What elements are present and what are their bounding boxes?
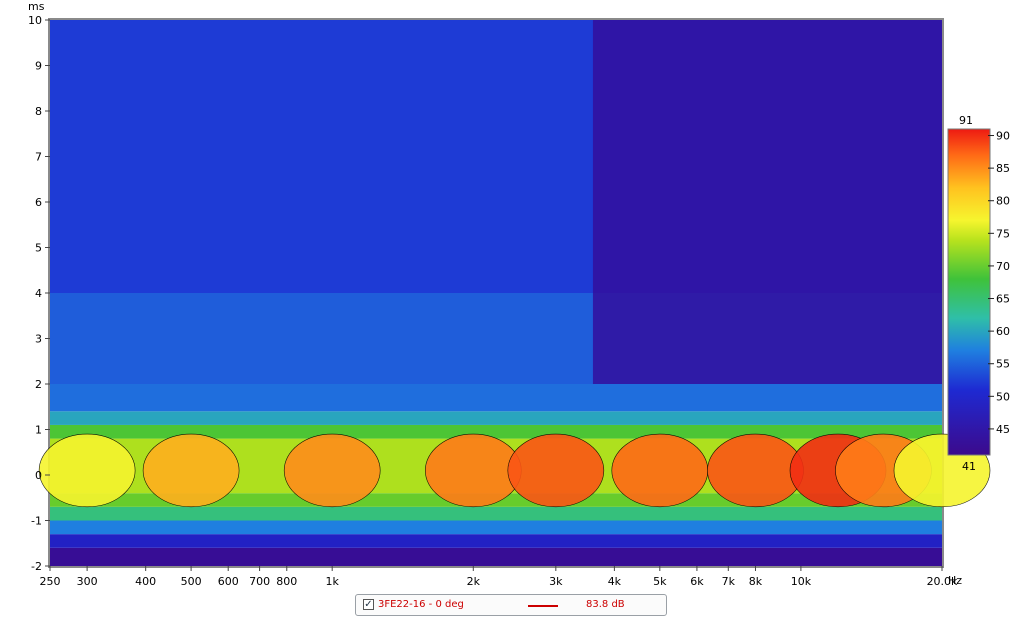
y-tick-label: 6	[35, 196, 42, 209]
series-visibility-checkbox[interactable]: ✓	[363, 599, 374, 610]
ridge-peak	[507, 433, 605, 508]
y-tick-label: 2	[35, 378, 42, 391]
legend-series-value: 83.8 dB	[586, 599, 625, 610]
x-tick-label: 8k	[749, 575, 763, 588]
decay-band	[50, 534, 942, 548]
ridge-peak	[283, 433, 381, 508]
late-decay-region	[592, 20, 942, 384]
y-tick-label: 3	[35, 333, 42, 346]
x-tick-label: 1k	[326, 575, 340, 588]
x-tick-label: 4k	[608, 575, 622, 588]
ridge-peak	[707, 433, 804, 508]
colorbar-ticks: 90 85 80 75 70 65 60 55 50 45	[988, 130, 1010, 436]
x-tick-label: 3k	[549, 575, 563, 588]
y-tick-label: 4	[35, 287, 42, 300]
decay-band	[50, 520, 942, 535]
y-axis-unit: ms	[28, 0, 45, 13]
decay-band	[50, 411, 942, 425]
colorbar-tick-label: 80	[996, 195, 1010, 208]
colorbar	[947, 128, 991, 456]
decay-band	[50, 384, 942, 412]
decay-band	[50, 424, 942, 439]
legend-series-line	[528, 605, 558, 607]
x-tick-label: 2k	[467, 575, 481, 588]
colorbar-tick-label: 55	[996, 358, 1010, 371]
x-axis-unit: Hz	[948, 574, 962, 587]
y-axis-ticks: -2 -1 0 1 2 3 4 5 6 7 8 9 10	[28, 14, 50, 573]
colorbar-max-label: 91	[959, 114, 973, 127]
legend-series-name: 3FE22-16 - 0 deg	[378, 599, 464, 610]
colorbar-tick-label: 85	[996, 162, 1010, 175]
colorbar-tick-label: 75	[996, 227, 1010, 240]
colorbar-tick-label: 90	[996, 130, 1010, 143]
colorbar-tick-label: 50	[996, 390, 1010, 403]
x-tick-label: 20.0k	[927, 575, 958, 588]
colorbar-tick-label: 45	[996, 423, 1010, 436]
x-tick-label: 250	[40, 575, 61, 588]
legend: ✓ 3FE22-16 - 0 deg 83.8 dB	[355, 594, 667, 616]
y-tick-label: 9	[35, 60, 42, 73]
decay-band	[50, 506, 942, 521]
x-tick-label: 400	[135, 575, 156, 588]
x-tick-label: 700	[249, 575, 270, 588]
y-tick-label: 8	[35, 105, 42, 118]
y-tick-label: 5	[35, 242, 42, 255]
colorbar-tick-label: 60	[996, 325, 1010, 338]
y-tick-label: 0	[35, 469, 42, 482]
x-tick-label: 600	[218, 575, 239, 588]
x-tick-label: 10k	[791, 575, 812, 588]
x-axis-ticks: 250 300 400 500 600 700 800 1k 2k 3k 4k 5k 6k 7k 8k 10k…	[40, 566, 958, 588]
decay-chart: 250 300 400 500 600 700 800 1k 2k 3k 4k 5k 6k 7k 8k 10k…	[28, 0, 1010, 588]
ridge-peak	[611, 433, 709, 508]
y-tick-label: 7	[35, 151, 42, 164]
y-tick-label: 10	[28, 14, 42, 27]
ridge-peaks	[38, 433, 991, 508]
ridge-peak	[142, 433, 240, 508]
decay-band	[50, 547, 942, 566]
colorbar-tick-label: 70	[996, 260, 1010, 273]
x-tick-label: 300	[77, 575, 98, 588]
colorbar-tick-label: 65	[996, 293, 1010, 306]
y-tick-label: -2	[31, 560, 42, 573]
x-tick-label: 7k	[722, 575, 736, 588]
x-tick-label: 6k	[690, 575, 704, 588]
x-tick-label: 800	[276, 575, 297, 588]
ridge-peak	[424, 433, 522, 508]
y-tick-label: 1	[35, 424, 42, 437]
y-tick-label: -1	[31, 515, 42, 528]
ridge-peak	[38, 433, 136, 508]
x-tick-label: 5k	[653, 575, 667, 588]
colorbar-min-label: 41	[962, 460, 976, 473]
x-tick-label: 500	[181, 575, 202, 588]
